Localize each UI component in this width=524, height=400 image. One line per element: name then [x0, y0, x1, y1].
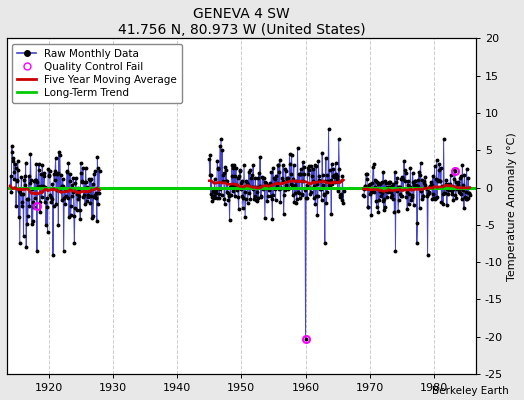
Text: Berkeley Earth: Berkeley Earth	[432, 386, 508, 396]
Y-axis label: Temperature Anomaly (°C): Temperature Anomaly (°C)	[507, 132, 517, 280]
Legend: Raw Monthly Data, Quality Control Fail, Five Year Moving Average, Long-Term Tren: Raw Monthly Data, Quality Control Fail, …	[12, 44, 182, 103]
Title: GENEVA 4 SW
41.756 N, 80.973 W (United States): GENEVA 4 SW 41.756 N, 80.973 W (United S…	[117, 7, 365, 37]
